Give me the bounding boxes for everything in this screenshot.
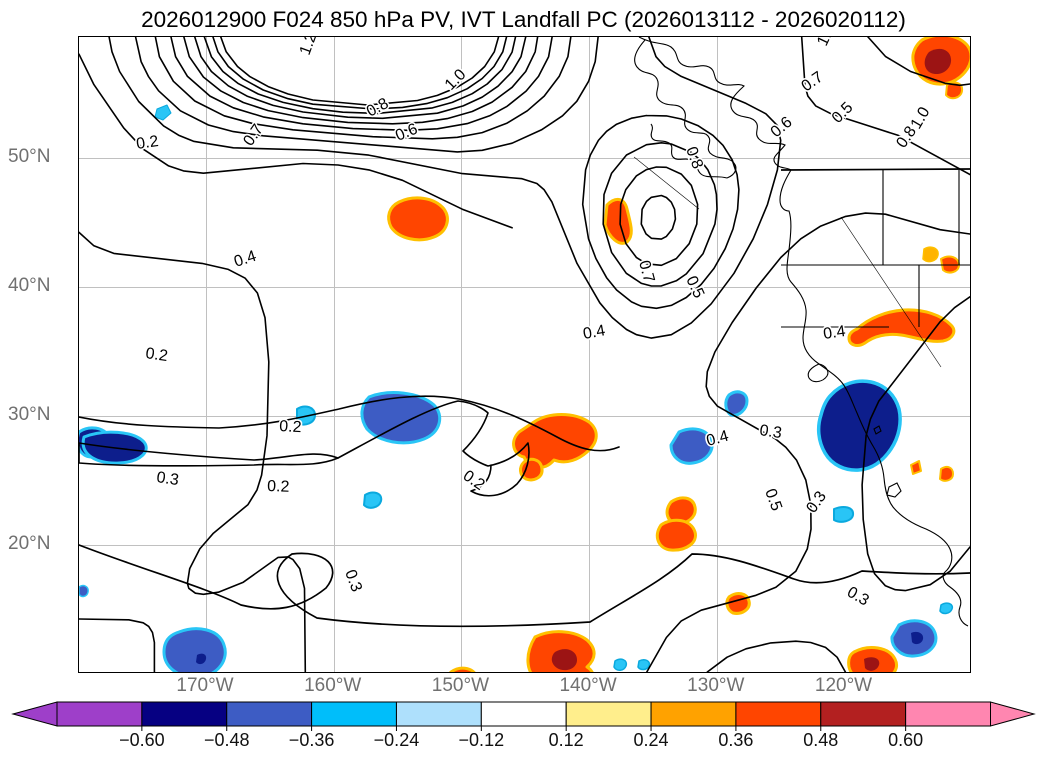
svg-text:0.4: 0.4 bbox=[705, 428, 731, 450]
svg-text:0.3: 0.3 bbox=[341, 568, 365, 595]
svg-text:0.4: 0.4 bbox=[582, 322, 607, 343]
svg-text:0.3: 0.3 bbox=[758, 422, 782, 442]
svg-text:0.2: 0.2 bbox=[267, 478, 290, 496]
svg-text:0.4: 0.4 bbox=[822, 323, 846, 343]
svg-text:0.3: 0.3 bbox=[803, 488, 830, 516]
svg-text:0.8: 0.8 bbox=[682, 145, 706, 172]
svg-text:0.6: 0.6 bbox=[768, 114, 796, 141]
svg-text:1.2: 1.2 bbox=[297, 37, 321, 57]
svg-text:0.2: 0.2 bbox=[460, 467, 488, 494]
svg-text:0.3: 0.3 bbox=[844, 584, 872, 610]
svg-text:1.2: 1.2 bbox=[814, 37, 839, 49]
svg-text:0.5: 0.5 bbox=[829, 99, 857, 127]
svg-text:0.5: 0.5 bbox=[761, 487, 785, 514]
svg-text:0.2: 0.2 bbox=[279, 418, 302, 436]
svg-text:0.2: 0.2 bbox=[135, 133, 159, 153]
svg-text:0.3: 0.3 bbox=[155, 469, 179, 489]
svg-text:0.4: 0.4 bbox=[232, 248, 259, 271]
svg-text:0.8: 0.8 bbox=[364, 95, 392, 120]
svg-text:0.7: 0.7 bbox=[799, 69, 827, 96]
svg-text:0.2: 0.2 bbox=[144, 345, 168, 365]
